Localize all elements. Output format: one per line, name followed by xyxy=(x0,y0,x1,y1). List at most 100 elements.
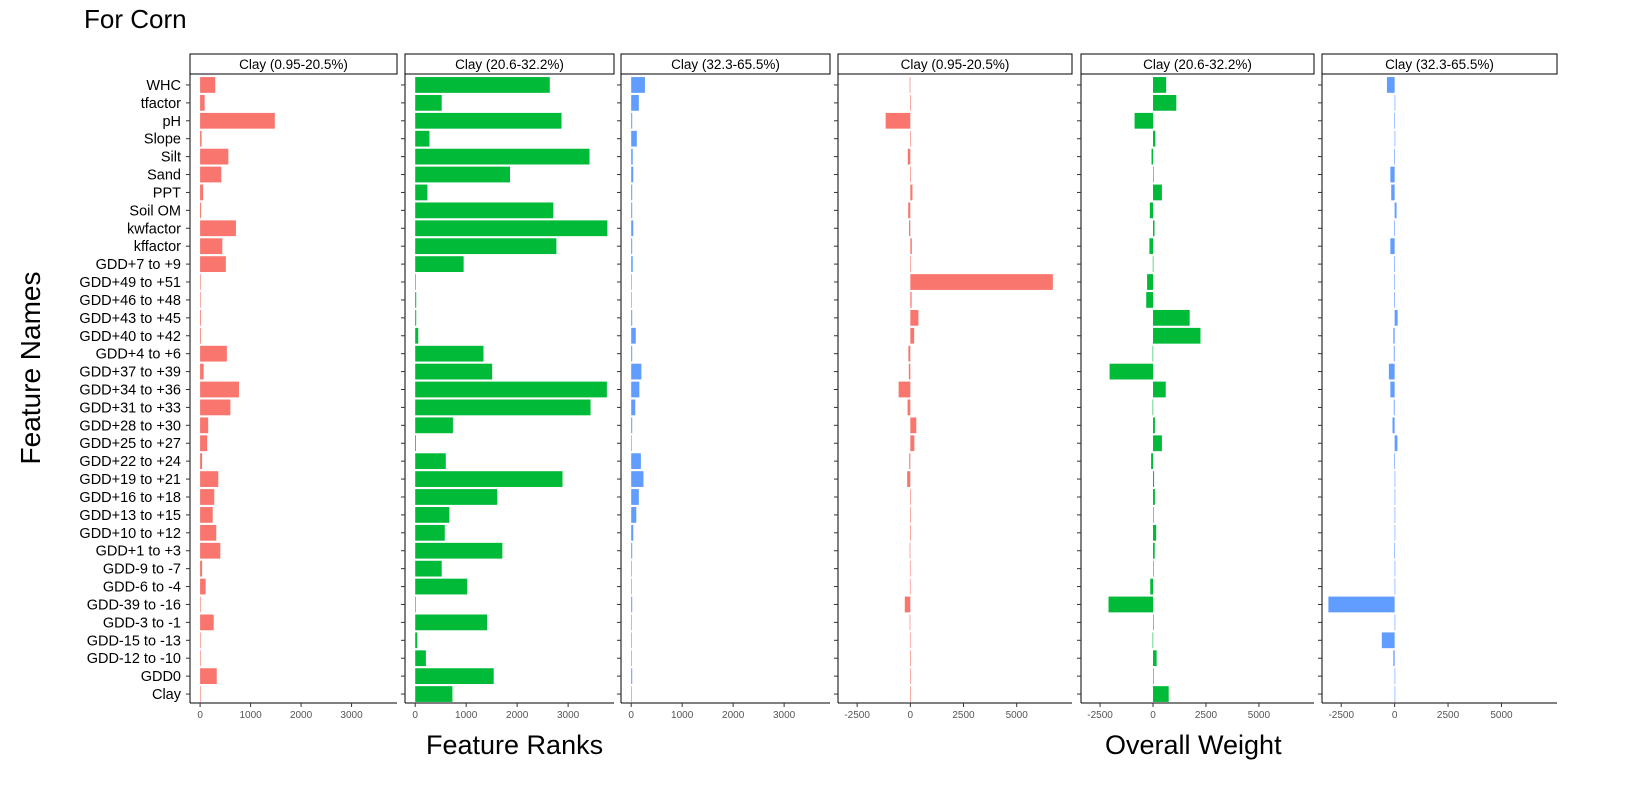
weights-facet3-bar-gdd-34-to-36 xyxy=(1390,381,1395,398)
ranks-facet3-bar-kwfactor xyxy=(631,220,634,237)
ranks-facet3-bar-gdd-4-to-6 xyxy=(631,345,633,362)
y-tick-label-gdd-49-to-51: GDD+49 to +51 xyxy=(79,275,181,291)
weights-facet3-bar-gdd-43-to-45 xyxy=(1394,309,1398,326)
weights-facet2-bar-gdd-9-to-7 xyxy=(1153,560,1154,577)
ranks-facet1-bar-clay xyxy=(200,686,201,702)
ranks-facet1-bar-gdd-10-to-12 xyxy=(200,524,217,541)
weights-facet3-x-tick-label: -2500 xyxy=(1328,710,1354,721)
y-tick-label-gdd-43-to-45: GDD+43 to +45 xyxy=(79,311,181,327)
ranks-facet1-bar-gdd-25-to-27 xyxy=(200,435,208,452)
y-tick-label-gdd-16-to-18: GDD+16 to +18 xyxy=(79,490,181,506)
ranks-facet3-bar-gdd-19-to-21 xyxy=(631,471,644,487)
weights-facet3-bar-sand xyxy=(1390,166,1395,183)
weights-facet3-bar-gdd-19-to-21 xyxy=(1394,471,1396,487)
ranks-facet1-bar-gdd-31-to-33 xyxy=(200,399,231,416)
ranks-facet1-strip-label: Clay (0.95-20.5%) xyxy=(239,57,348,72)
ranks-facet1-x-tick-label: 2000 xyxy=(290,710,313,721)
weights-facet1-bar-tfactor xyxy=(910,94,911,111)
y-tick-label-gdd-1-to-3: GDD+1 to +3 xyxy=(96,544,181,560)
ranks-facet1-bar-kwfactor xyxy=(200,220,236,237)
weights-facet2-strip xyxy=(1080,53,1315,75)
ranks-facet2-bar-gdd0 xyxy=(415,668,494,685)
weights-facet3-bar-gdd-3-to-1 xyxy=(1394,614,1396,631)
weights-facet1-bar-gdd-25-to-27 xyxy=(910,435,915,452)
weights-facet3-bar-gdd-39-to-16 xyxy=(1328,596,1395,613)
page-title: For Corn xyxy=(84,4,187,34)
weights-facet3-bar-whc xyxy=(1386,77,1395,93)
weights-facet1-bar-ph xyxy=(885,112,911,129)
y-tick-label-clay: Clay xyxy=(152,687,182,703)
weights-facet2-bar-gdd-7-to-9 xyxy=(1152,256,1154,272)
weights-facet2-bar-slope xyxy=(1153,130,1156,147)
y-tick-label-gdd-40-to-42: GDD+40 to +42 xyxy=(79,329,181,345)
ranks-facet2-bar-kwfactor xyxy=(415,220,608,237)
weights-facet3-bar-slope xyxy=(1394,130,1396,147)
weights-facet3-bar-gdd-40-to-42 xyxy=(1393,327,1395,344)
ranks-facet3-bar-gdd-15-to-13 xyxy=(631,632,632,649)
ranks-facet1-bar-whc xyxy=(200,77,216,93)
ranks-facet2-strip xyxy=(404,53,615,75)
weights-facet2-bar-sand xyxy=(1153,166,1154,183)
y-tick-label-gdd-7-to-9: GDD+7 to +9 xyxy=(96,257,181,273)
weights-facet2-bar-gdd-46-to-48 xyxy=(1146,292,1154,308)
weights-facet2-bar-gdd-13-to-15 xyxy=(1153,507,1154,523)
ranks-facet2-bar-gdd-16-to-18 xyxy=(415,489,498,505)
ranks-facet1-bar-gdd-28-to-30 xyxy=(200,417,209,434)
weights-facet1-bar-slope xyxy=(910,130,911,147)
ranks-facet3-strip xyxy=(620,53,831,75)
ranks-facet3-bar-ppt xyxy=(631,184,633,201)
weights-facet3-bar-gdd0 xyxy=(1394,668,1396,685)
ranks-facet1-bar-gdd-19-to-21 xyxy=(200,471,219,487)
ranks-facet2-bar-ppt xyxy=(415,184,428,201)
ranks-facet3-x-tick-label: 1000 xyxy=(671,710,694,721)
ranks-facet3-x-tick-label: 3000 xyxy=(773,710,796,721)
ranks-facet2-bar-gdd-49-to-51 xyxy=(415,274,416,290)
ranks-facet1-bar-gdd-22-to-24 xyxy=(200,453,203,470)
ranks-facet1-bar-gdd-34-to-36 xyxy=(200,381,239,398)
ranks-facet1-bar-gdd-40-to-42 xyxy=(200,327,201,344)
ranks-facet2-bar-gdd-1-to-3 xyxy=(415,542,503,559)
y-tick-label-gdd-31-to-33: GDD+31 to +33 xyxy=(79,400,181,416)
ranks-facet3-bar-gdd-12-to-10 xyxy=(631,650,632,667)
ranks-facet3-bar-gdd-10-to-12 xyxy=(631,524,634,541)
weights-facet2-bar-gdd-25-to-27 xyxy=(1153,435,1162,452)
ranks-facet3-bar-gdd-7-to-9 xyxy=(631,256,633,272)
weights-facet1-bar-gdd-10-to-12 xyxy=(910,524,911,541)
ranks-facet1-bar-soil-om xyxy=(200,202,202,219)
weights-facet2-bar-gdd-16-to-18 xyxy=(1153,489,1155,505)
y-tick-label-whc: WHC xyxy=(146,78,181,94)
ranks-facet2-bar-gdd-7-to-9 xyxy=(415,256,464,272)
y-tick-label-tfactor: tfactor xyxy=(141,96,181,112)
y-tick-label-gdd-10-to-12: GDD+10 to +12 xyxy=(79,526,181,542)
ranks-facet2-bar-gdd-46-to-48 xyxy=(415,292,417,308)
weights-facet1-x-tick-label: 5000 xyxy=(1006,710,1029,721)
ranks-facet1-bar-kffactor xyxy=(200,238,223,255)
ranks-facet3-x-tick-label: 0 xyxy=(628,710,634,721)
weights-facet2-bar-clay xyxy=(1153,686,1169,702)
weights-facet1-bar-gdd-43-to-45 xyxy=(910,309,919,326)
y-tick-label-sand: Sand xyxy=(147,168,181,184)
weights-facet1-bar-gdd-40-to-42 xyxy=(910,327,915,344)
ranks-facet2-bar-gdd-40-to-42 xyxy=(415,327,419,344)
ranks-facet1-bar-sand xyxy=(200,166,222,183)
ranks-facet3-bar-gdd-37-to-39 xyxy=(631,363,642,380)
weights-facet2-bar-tfactor xyxy=(1153,94,1177,111)
weights-facet2-bar-gdd-10-to-12 xyxy=(1153,524,1157,541)
weights-facet1-bar-gdd-15-to-13 xyxy=(909,632,911,649)
weights-facet1-strip-label: Clay (0.95-20.5%) xyxy=(901,57,1010,72)
weights-facet3-bar-gdd-28-to-30 xyxy=(1392,417,1395,434)
y-tick-label-soil-om: Soil OM xyxy=(129,203,181,219)
y-tick-label-gdd-19-to-21: GDD+19 to +21 xyxy=(79,472,181,488)
weights-facet3-strip-label: Clay (32.3-65.5%) xyxy=(1385,57,1494,72)
weights-facet1-bar-gdd-6-to-4 xyxy=(909,578,911,595)
ranks-facet1-bar-gdd-37-to-39 xyxy=(200,363,204,380)
weights-facet3-bar-gdd-15-to-13 xyxy=(1381,632,1395,649)
y-tick-label-kffactor: kffactor xyxy=(134,239,181,255)
y-tick-label-ppt: PPT xyxy=(153,185,181,201)
weights-facet1-bar-gdd-22-to-24 xyxy=(909,453,911,470)
ranks-facet3-bar-gdd0 xyxy=(631,668,633,685)
weights-facet3-bar-gdd-9-to-7 xyxy=(1394,560,1396,577)
weights-facet2-bar-gdd-34-to-36 xyxy=(1153,381,1166,398)
ranks-facet3-bar-gdd-31-to-33 xyxy=(631,399,636,416)
